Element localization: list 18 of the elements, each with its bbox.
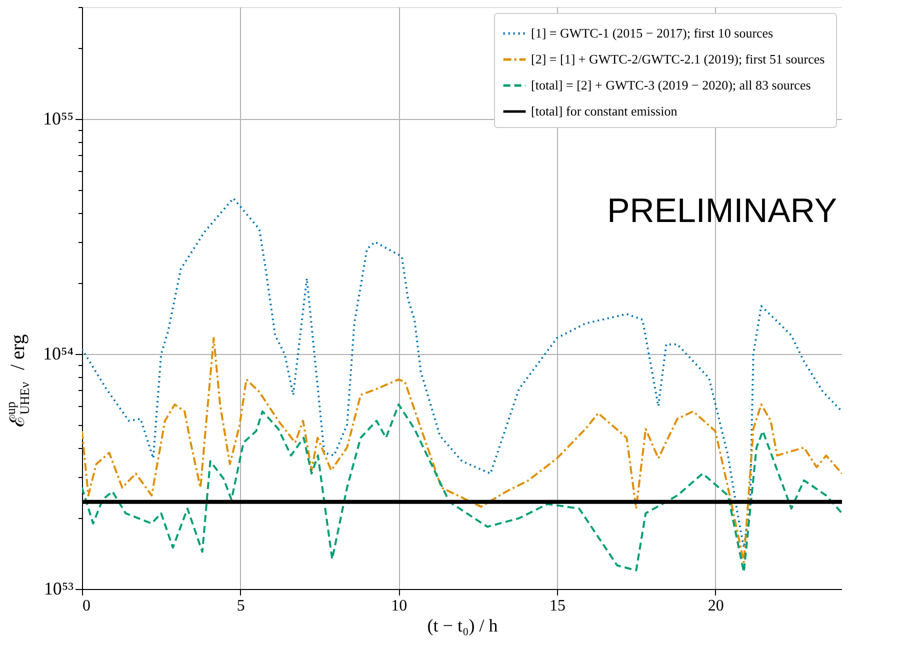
y-tick-label: 10⁵⁴: [42, 344, 74, 364]
x-axis-title: (t − t₀) / h: [427, 616, 498, 636]
x-tick-label: 10: [391, 598, 408, 614]
legend-label: [total] = [2] + GWTC-3 (2019 − 2020); all 83 sources: [531, 78, 811, 92]
x-tick-label: 20: [708, 598, 724, 614]
x-tick-label: 15: [550, 598, 566, 614]
annotation: PRELIMINARY: [607, 192, 837, 230]
legend-label: [total] for constant emission: [531, 104, 678, 118]
line-series: [82, 337, 842, 564]
x-tick-label: 0: [82, 598, 90, 614]
legend-label: [2] = [1] + GWTC-2/GWTC-2.1 (2019); first 51 sources: [531, 52, 825, 66]
y-axis-title: ℰupUHEν / erg: [3, 334, 32, 427]
y-tick-label: 10⁵⁵: [42, 108, 74, 129]
legend-label: [1] = GWTC-1 (2015 − 2017); first 10 sources: [531, 26, 774, 40]
y-tick-label: 10⁵³: [44, 578, 74, 598]
x-tick-label: 5: [236, 598, 245, 614]
line-series: [82, 403, 842, 574]
line-series: [82, 197, 842, 549]
